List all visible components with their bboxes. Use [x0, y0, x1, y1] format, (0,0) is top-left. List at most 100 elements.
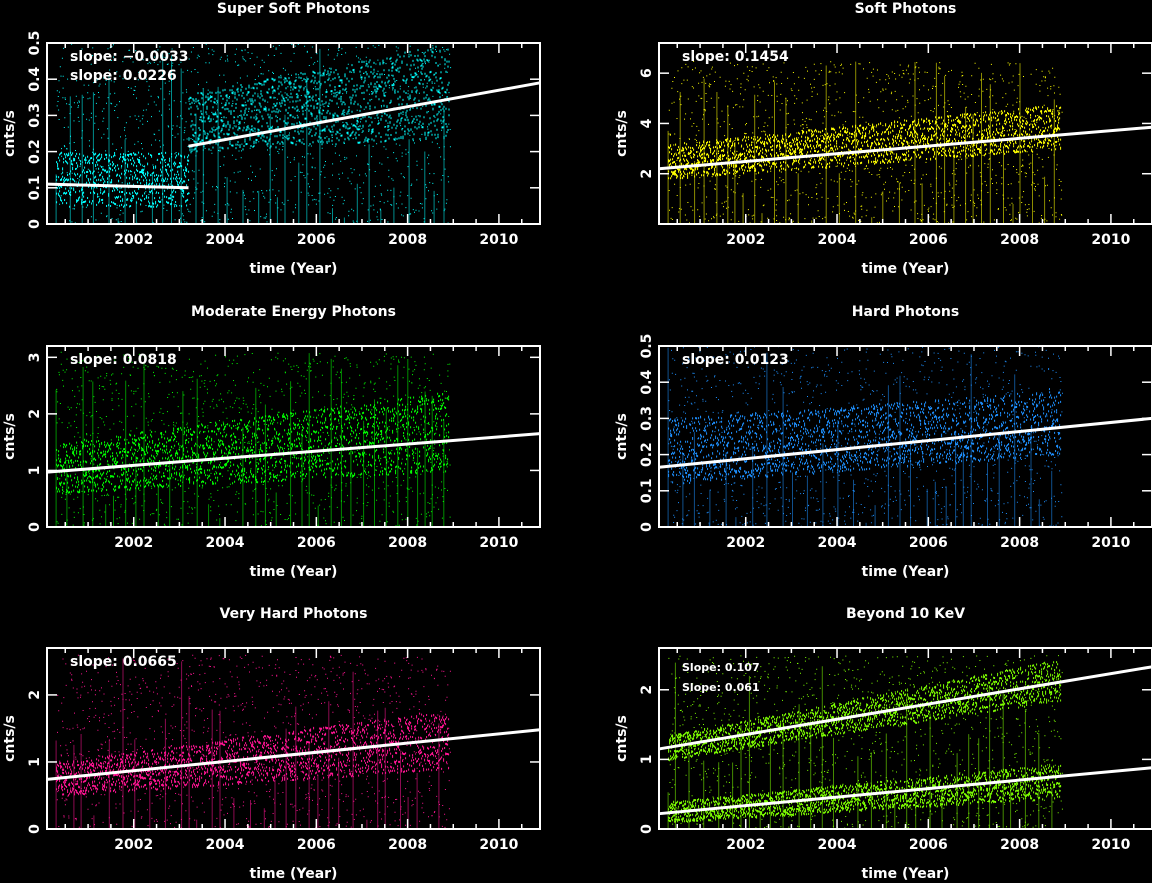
x-tick-label: 2006 [297, 232, 336, 248]
y-tick-label: 0.2 [27, 139, 43, 164]
slope-annotation: Slope: 0.061 [682, 681, 760, 694]
chart-title: Moderate Energy Photons [191, 304, 396, 320]
chart-panel-5: 2002 2004 2006 2008 2010 0 1 2 Beyond 10 KeV time… [614, 606, 1152, 882]
y-tick-label: 0.1 [27, 175, 43, 200]
flare-spikes [55, 48, 445, 224]
x-tick-label: 2002 [726, 232, 765, 248]
x-tick-label: 2006 [909, 535, 948, 551]
x-tick-label: 2008 [388, 232, 427, 248]
x-tick-label: 2008 [1000, 535, 1039, 551]
x-axis-label: time (Year) [862, 564, 950, 580]
y-tick-label: 2 [639, 685, 655, 695]
x-tick-label: 2004 [206, 535, 245, 551]
x-tick-label: 2004 [206, 232, 245, 248]
x-tick-label: 2002 [114, 232, 153, 248]
data-points [56, 654, 451, 830]
chart-panel-0: 2002 2004 2006 2008 2010 0 0.1 0.2 0.3 0.4 0.5 Supe… [2, 1, 541, 277]
y-tick-label: 0 [639, 824, 655, 834]
x-tick-label: 2010 [479, 535, 518, 551]
x-axis-label: time (Year) [250, 564, 338, 580]
x-tick-label: 2010 [479, 837, 518, 853]
y-tick-label: 0 [639, 522, 655, 532]
slope-annotation: slope: −0.0033 [70, 49, 189, 65]
y-tick-label: 6 [639, 68, 655, 78]
fit-line [658, 665, 1152, 751]
y-tick-label: 0.4 [639, 370, 655, 395]
y-axis-label: cnts/s [2, 715, 18, 762]
x-tick-label: 2010 [1091, 232, 1130, 248]
flare-spikes [667, 347, 1053, 527]
x-tick-label: 2010 [479, 232, 518, 248]
y-tick-label: 2 [639, 169, 655, 179]
y-tick-label: 1 [639, 755, 655, 765]
x-tick-label: 2002 [114, 837, 153, 853]
x-tick-label: 2006 [909, 837, 948, 853]
x-tick-label: 2002 [726, 535, 765, 551]
x-tick-label: 2006 [909, 232, 948, 248]
slope-annotation: Slope: 0.107 [682, 661, 760, 674]
x-tick-label: 2008 [1000, 232, 1039, 248]
y-tick-label: 0.4 [27, 67, 43, 92]
y-tick-label: 3 [27, 352, 43, 362]
x-axis-label: time (Year) [862, 261, 950, 277]
slope-annotation: slope: 0.0226 [70, 68, 177, 84]
data-points [668, 60, 1063, 226]
fit-line [188, 81, 541, 148]
y-axis-label: cnts/s [2, 413, 18, 460]
data-points [668, 655, 1063, 830]
fit-line [46, 182, 189, 190]
y-axis-label: cnts/s [614, 110, 630, 157]
x-tick-label: 2008 [1000, 837, 1039, 853]
x-tick-label: 2004 [818, 232, 857, 248]
y-tick-label: 0 [27, 522, 43, 532]
x-tick-label: 2010 [1091, 535, 1130, 551]
y-tick-label: 2 [27, 409, 43, 419]
y-tick-label: 0 [27, 219, 43, 229]
y-axis-label: cnts/s [614, 413, 630, 460]
data-points [668, 346, 1063, 528]
chart-panel-1: 2002 2004 2006 2008 2010 2 4 6 Soft Photons time … [614, 1, 1152, 277]
slope-annotation: slope: 0.0123 [682, 352, 789, 368]
x-tick-label: 2004 [818, 535, 857, 551]
x-tick-label: 2006 [297, 535, 336, 551]
x-axis-label: time (Year) [250, 866, 338, 882]
y-tick-label: 0.3 [27, 103, 43, 128]
y-tick-label: 4 [639, 118, 655, 128]
flare-spikes [667, 662, 1053, 829]
x-tick-label: 2004 [818, 837, 857, 853]
x-axis-label: time (Year) [250, 261, 338, 277]
x-tick-label: 2008 [388, 535, 427, 551]
y-tick-label: 1 [27, 466, 43, 476]
data-points [56, 351, 451, 528]
fit-line [46, 432, 541, 474]
y-tick-label: 2 [27, 690, 43, 700]
chart-title: Super Soft Photons [217, 1, 370, 17]
slope-annotation: slope: 0.1454 [682, 49, 789, 65]
x-tick-label: 2002 [726, 837, 765, 853]
x-tick-label: 2010 [1091, 837, 1130, 853]
y-tick-label: 0.5 [27, 31, 43, 56]
flare-spikes [667, 61, 1055, 224]
slope-annotation: slope: 0.0818 [70, 352, 177, 368]
y-axis-label: cnts/s [614, 715, 630, 762]
y-tick-label: 1 [27, 757, 43, 767]
fit-line [658, 766, 1152, 816]
chart-title: Beyond 10 KeV [846, 606, 965, 622]
chart-panel-4: 2002 2004 2006 2008 2010 0 1 2 Very Hard Photons… [2, 606, 541, 882]
fit-line [658, 416, 1152, 469]
y-tick-label: 0.2 [639, 442, 655, 467]
flare-spikes [55, 658, 440, 829]
x-axis-label: time (Year) [862, 866, 950, 882]
slope-annotation: slope: 0.0665 [70, 654, 177, 670]
x-tick-label: 2006 [297, 837, 336, 853]
fit-line [46, 728, 541, 781]
y-tick-label: 0.1 [639, 478, 655, 503]
y-tick-label: 0 [27, 824, 43, 834]
x-tick-label: 2004 [206, 837, 245, 853]
y-tick-label: 0.5 [639, 334, 655, 359]
y-axis-label: cnts/s [2, 110, 18, 157]
fit-line [658, 125, 1152, 171]
chart-title: Very Hard Photons [220, 606, 368, 622]
flare-spikes [55, 353, 445, 527]
